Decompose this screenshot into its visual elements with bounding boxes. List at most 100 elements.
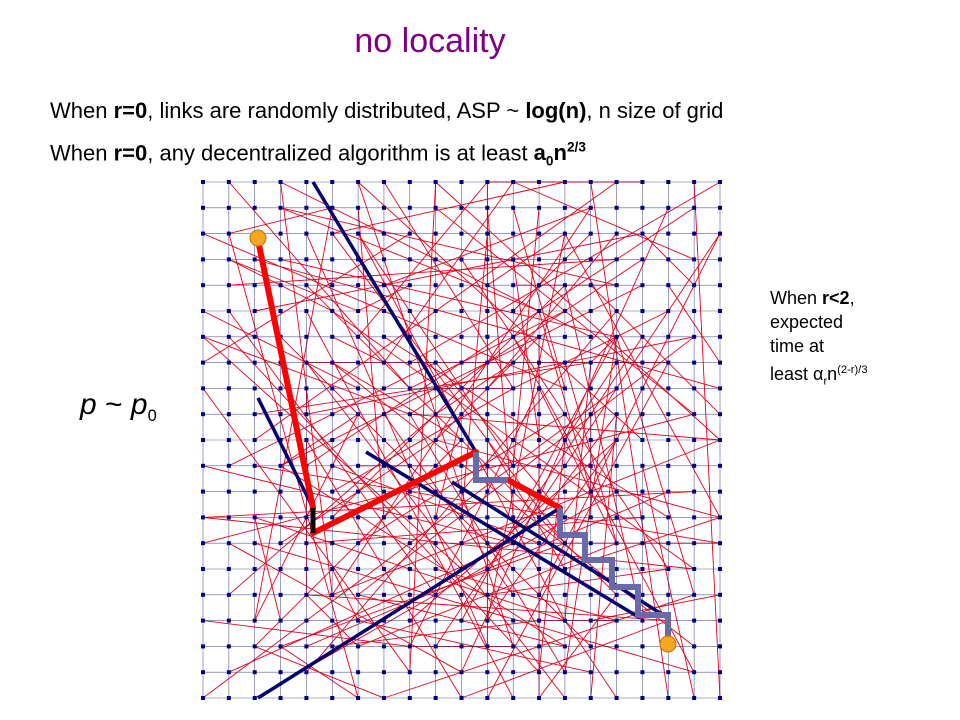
grid-node [640, 360, 645, 365]
grid-node [640, 670, 645, 675]
text: , links are randomly distributed, ASP ~ [147, 98, 526, 123]
grid-node [485, 515, 490, 520]
grid-node [588, 541, 593, 546]
grid-node [407, 334, 412, 339]
grid-node [433, 412, 438, 417]
grid-node [433, 180, 438, 184]
random-link [331, 284, 566, 518]
grid-node [511, 334, 516, 339]
grid-node [407, 412, 412, 417]
grid-node [226, 644, 231, 649]
grid-node [614, 386, 619, 391]
grid-node [226, 180, 231, 184]
grid-node [640, 618, 645, 623]
grid-node [330, 412, 335, 417]
grid-node [640, 438, 645, 442]
grid-node [278, 567, 283, 571]
grid-node [692, 334, 697, 339]
grid-node [356, 696, 361, 700]
grid-node [511, 567, 516, 571]
grid-node [201, 334, 205, 339]
grid-node [666, 386, 671, 391]
grid-node [640, 541, 645, 546]
grid-node [433, 309, 438, 313]
grid-node [614, 283, 619, 288]
grid-node [666, 567, 671, 571]
grid-node [304, 670, 309, 675]
grid-node [226, 438, 231, 442]
grid-node [304, 360, 309, 365]
grid-node [485, 644, 490, 649]
source-node [249, 229, 267, 247]
grid-node [433, 489, 438, 494]
grid-node [562, 618, 567, 623]
grid-node [459, 515, 464, 520]
grid-node [485, 334, 490, 339]
grid-node [304, 309, 309, 313]
grid-node [356, 670, 361, 675]
grid-node [718, 283, 722, 288]
grid-node [356, 386, 361, 391]
grid-node [433, 696, 438, 700]
grid-node [226, 386, 231, 391]
grid-node [304, 231, 309, 236]
grid-node [433, 205, 438, 210]
navy-long-link [451, 480, 669, 620]
grid-node [614, 438, 619, 442]
grid-node [407, 283, 412, 288]
text: a [533, 140, 546, 166]
grid-node [381, 283, 386, 288]
grid-node [588, 696, 593, 700]
grid-node [459, 386, 464, 391]
grid-node [485, 592, 490, 597]
grid-node [381, 489, 386, 494]
grid-node [407, 515, 412, 520]
grid-node [407, 618, 412, 623]
random-link [228, 542, 462, 673]
grid-node [201, 386, 205, 391]
random-link [435, 439, 721, 518]
grid-node [278, 489, 283, 494]
grid-node [226, 463, 231, 468]
grid-node [459, 283, 464, 288]
grid-node [485, 696, 490, 700]
grid-node [278, 670, 283, 675]
grid-node [511, 231, 516, 236]
grid-node [562, 257, 567, 262]
grid-node [356, 618, 361, 623]
grid-node [226, 567, 231, 571]
grid-node [537, 412, 542, 417]
grid-node [485, 309, 490, 313]
grid-node [201, 438, 205, 442]
grid-node [330, 644, 335, 649]
text: n [553, 140, 567, 166]
probability-formula: p ~ p0 [80, 388, 157, 426]
grid-node [718, 463, 722, 468]
grid-node [304, 438, 309, 442]
grid-node [562, 541, 567, 546]
grid-node [588, 412, 593, 417]
grid-node [330, 567, 335, 571]
grid-nodes [201, 180, 722, 700]
grid-node [718, 567, 722, 571]
grid-node [614, 644, 619, 649]
grid-node [433, 670, 438, 675]
grid-node [381, 541, 386, 546]
grid-node [201, 567, 205, 571]
grid-node [381, 309, 386, 313]
grid-node [666, 205, 671, 210]
grid-node [459, 618, 464, 623]
grid-node [666, 180, 671, 184]
random-link [202, 413, 695, 544]
grid-node [666, 334, 671, 339]
grid-node [614, 205, 619, 210]
grid-node [562, 360, 567, 365]
grid-node [562, 592, 567, 597]
grid-node [562, 386, 567, 391]
grid-node [537, 334, 542, 339]
grid-node [252, 438, 257, 442]
grid-node [485, 567, 490, 571]
grid-node [511, 283, 516, 288]
grid-node [692, 438, 697, 442]
grid-node [485, 438, 490, 442]
